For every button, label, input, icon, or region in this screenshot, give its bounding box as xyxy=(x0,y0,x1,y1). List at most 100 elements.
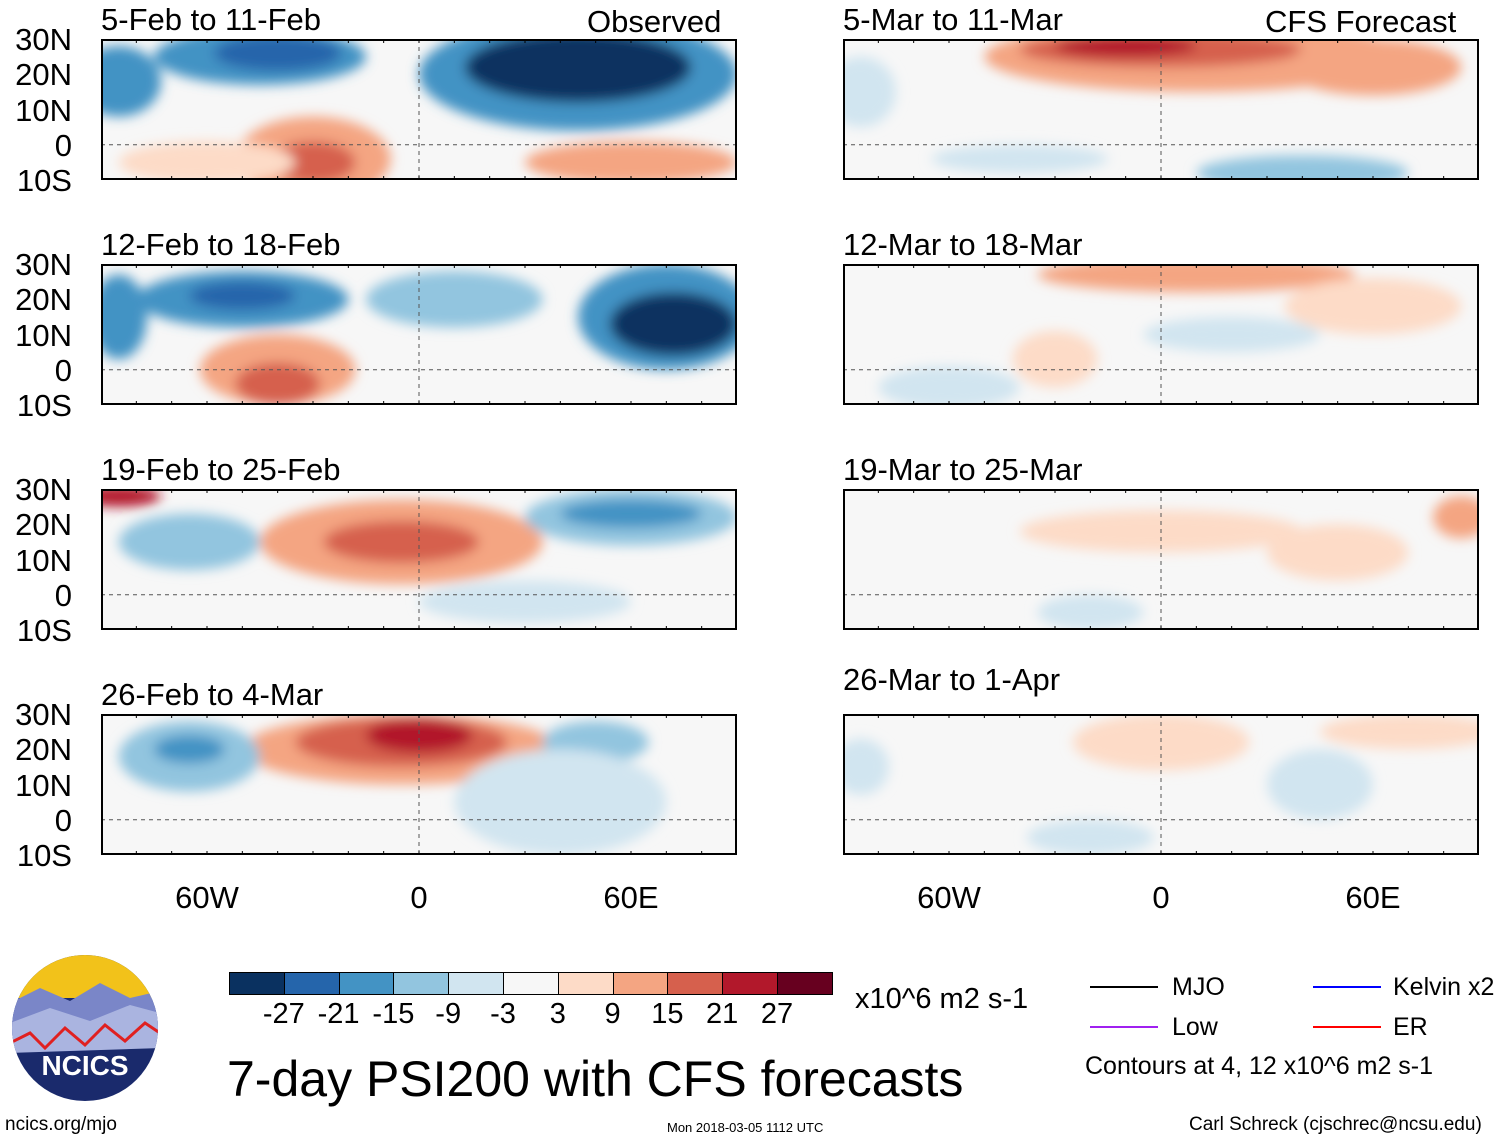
low-line xyxy=(1090,1026,1158,1028)
anomaly-blob xyxy=(1055,39,1197,57)
map-panel xyxy=(101,39,737,180)
anomaly-blob xyxy=(1433,496,1479,539)
colorbar-swatch xyxy=(393,972,450,995)
legend-low: Low xyxy=(1172,1013,1218,1041)
anomaly-blob xyxy=(464,39,692,103)
anomaly-blob xyxy=(843,56,896,128)
colorbar-swatch xyxy=(229,972,285,995)
colorbar-label: 3 xyxy=(549,998,566,1030)
ncics-logo: NCICS xyxy=(12,955,158,1101)
lat-label: 0 xyxy=(54,577,72,613)
anomaly-blob xyxy=(189,281,296,310)
lon-label: 60W xyxy=(917,880,981,915)
lon-label: 0 xyxy=(410,880,428,915)
map-panel xyxy=(843,39,1479,180)
lon-label: 60W xyxy=(175,880,239,915)
lat-label: 10S xyxy=(16,388,72,423)
colorbar-swatch xyxy=(777,972,833,995)
observed-label: Observed xyxy=(587,4,722,39)
anomaly-blob xyxy=(118,513,260,571)
cfs-forecast-label: CFS Forecast xyxy=(1265,4,1457,39)
lat-label: 30N xyxy=(15,22,72,57)
lat-label: 10N xyxy=(15,92,72,128)
panel-title: 5-Mar to 11-Mar xyxy=(843,2,1063,37)
panel-title: 19-Mar to 25-Mar xyxy=(843,452,1083,487)
colorbar-label: -9 xyxy=(435,998,462,1030)
colorbar-label: -15 xyxy=(372,998,415,1030)
anomaly-blob xyxy=(1284,278,1462,335)
map-panel xyxy=(843,714,1479,855)
map-panel xyxy=(101,489,737,630)
anomaly-blob xyxy=(118,141,296,180)
map-panel xyxy=(843,264,1479,405)
anomaly-blob xyxy=(366,271,543,328)
colorbar-label: -21 xyxy=(317,998,360,1030)
lon-label: 0 xyxy=(1152,880,1170,915)
main-title: 7-day PSI200 with CFS forecasts xyxy=(227,1051,964,1107)
colorbar-swatch xyxy=(557,972,614,995)
panel-title: 26-Mar to 1-Apr xyxy=(843,662,1061,697)
colorbar-swatch xyxy=(283,972,340,995)
lat-label: 10S xyxy=(16,163,72,198)
lat-label: 20N xyxy=(15,507,72,543)
colorbar-swatch xyxy=(667,972,724,995)
anomaly-blob xyxy=(609,292,737,356)
colorbar-swatch xyxy=(448,972,504,995)
anomaly-blob xyxy=(1320,714,1479,750)
mjo-line xyxy=(1090,986,1158,988)
legend-mjo: MJO xyxy=(1172,973,1225,1001)
anomaly-blob xyxy=(1267,749,1373,820)
colorbar-label: -27 xyxy=(262,998,305,1030)
anomaly-blob xyxy=(525,141,737,180)
colorbar-label: 21 xyxy=(706,998,739,1030)
colorbar-swatch xyxy=(338,972,395,995)
footer-timestamp: Mon 2018-03-05 1112 UTC xyxy=(667,1120,824,1135)
colorbar-label: -3 xyxy=(490,998,516,1030)
colorbar-label: 9 xyxy=(604,998,621,1030)
units-label: x10^6 m2 s-1 xyxy=(855,983,1029,1015)
anomaly-blob xyxy=(560,499,702,528)
lat-label: 20N xyxy=(15,57,72,93)
anomaly-blob xyxy=(931,144,1108,173)
er-line xyxy=(1313,1026,1381,1028)
anomaly-blob xyxy=(154,735,225,764)
map-panel xyxy=(843,489,1479,630)
anomaly-blob xyxy=(1196,155,1409,180)
panel-border xyxy=(843,489,1479,630)
panel-title: 12-Feb to 18-Feb xyxy=(101,227,341,262)
lat-label: 0 xyxy=(54,802,72,838)
anomaly-blob xyxy=(1284,39,1462,96)
anomaly-blob xyxy=(1012,330,1098,388)
lat-label: 10S xyxy=(16,838,72,873)
panel-border xyxy=(101,489,737,630)
legend-kelvin: Kelvin x2 xyxy=(1393,973,1495,1001)
panel-border xyxy=(843,264,1479,405)
lon-label: 60E xyxy=(1345,880,1401,915)
anomaly-blob xyxy=(101,274,147,360)
panel-border xyxy=(101,264,737,405)
lon-label: 60E xyxy=(603,880,659,915)
footer-url[interactable]: ncics.org/mjo xyxy=(5,1114,117,1135)
anomaly-blob xyxy=(101,489,162,507)
legend-er: ER xyxy=(1393,1013,1428,1041)
map-panel xyxy=(101,714,737,855)
colorbar-swatch xyxy=(503,972,559,995)
panel-border xyxy=(101,39,737,180)
panel-border xyxy=(843,39,1479,180)
kelvin-line xyxy=(1313,986,1381,988)
lat-label: 30N xyxy=(15,472,72,507)
lat-label: 0 xyxy=(54,352,72,388)
lat-label: 20N xyxy=(15,732,72,768)
panel-title: 5-Feb to 11-Feb xyxy=(101,2,321,37)
anomaly-blob xyxy=(323,520,480,564)
colorbar-swatch xyxy=(722,972,778,995)
svg-text:NCICS: NCICS xyxy=(41,1050,128,1081)
anomaly-blob xyxy=(101,46,162,117)
anomaly-blob xyxy=(1037,594,1144,630)
colorbar-label: 15 xyxy=(651,998,684,1030)
panel-border xyxy=(101,714,737,855)
footer-author: Carl Schreck (cjschrec@ncsu.edu) xyxy=(1189,1114,1482,1135)
anomaly-blob xyxy=(843,738,889,796)
lat-label: 10N xyxy=(15,767,72,803)
colorbar-label: 27 xyxy=(760,998,794,1030)
